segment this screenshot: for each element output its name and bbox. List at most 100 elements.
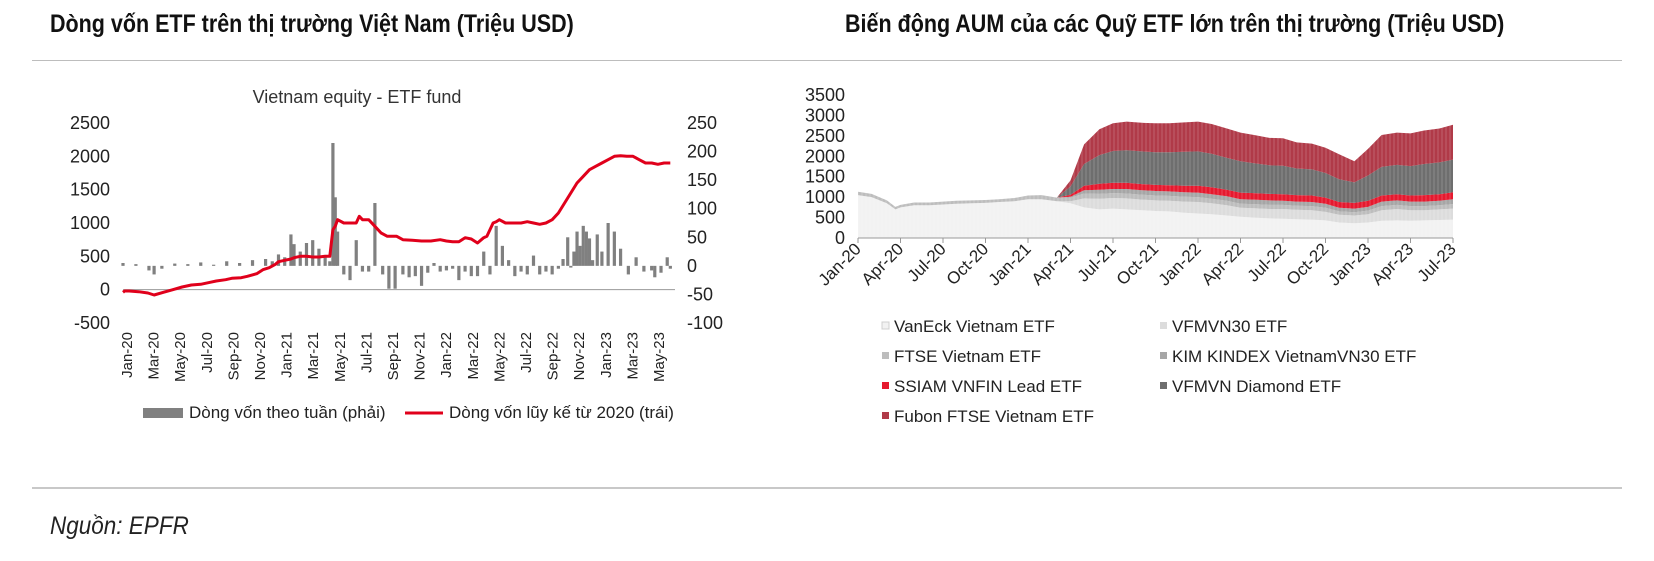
y-axis-tick: 3000 <box>805 105 845 125</box>
weekly-flow-bar <box>584 231 588 266</box>
legend-swatch <box>1160 322 1167 329</box>
legend-label-cumulative: Dòng vốn lũy kế từ 2020 (trái) <box>449 403 674 422</box>
weekly-flow-bar <box>653 265 657 278</box>
x-axis-tick: May-20 <box>172 332 189 382</box>
weekly-flow-bar <box>173 263 177 266</box>
legend-label: KIM KINDEX VietnamVN30 ETF <box>1172 347 1416 366</box>
y-axis-tick: 3500 <box>805 85 845 105</box>
weekly-flow-bar <box>348 265 352 281</box>
legend-label-weekly: Dòng vốn theo tuần (phải) <box>189 403 386 422</box>
legend-label: VFMVN Diamond ETF <box>1172 377 1341 396</box>
legend-swatch <box>1160 382 1167 389</box>
x-axis-tick: May-22 <box>491 332 508 382</box>
weekly-flow-bar <box>642 265 646 272</box>
weekly-flow-bar <box>595 234 599 266</box>
right-chart-heading: Biến động AUM của các Quỹ ETF lớn trên t… <box>845 10 1505 38</box>
x-axis-tick: Jul-22 <box>518 332 535 373</box>
weekly-flow-bar <box>335 231 340 266</box>
x-axis-tick: Oct-22 <box>1283 239 1333 289</box>
x-axis-tick: Jul-21 <box>1074 239 1120 285</box>
legend-swatch-weekly <box>143 408 183 418</box>
weekly-flow-bar <box>381 265 385 275</box>
right-axis-tick: -50 <box>687 284 713 304</box>
x-axis-tick: May-23 <box>651 332 668 382</box>
legend-swatch <box>882 352 889 359</box>
x-axis-tick: Jan-23 <box>598 332 615 378</box>
x-axis-tick: Jan-23 <box>1325 239 1375 289</box>
x-axis-tick: Sep-20 <box>225 332 242 380</box>
source-note: Nguồn: EPFR <box>50 512 189 540</box>
weekly-flow-bar <box>444 265 449 271</box>
x-axis-tick: Sep-21 <box>385 332 402 380</box>
x-axis-tick: Mar-22 <box>465 332 482 380</box>
weekly-flow-bar <box>393 265 397 289</box>
weekly-flow-bar <box>419 265 424 286</box>
weekly-flow-bar <box>152 265 156 275</box>
x-axis-tick: Mar-21 <box>305 332 322 380</box>
weekly-flow-bar <box>457 265 461 281</box>
x-axis-tick: Mar-23 <box>624 332 641 380</box>
left-axis-tick: 2500 <box>70 113 110 133</box>
weekly-flow-bar <box>538 265 542 275</box>
weekly-flow-bar <box>634 257 638 266</box>
weekly-flow-bar <box>519 265 523 272</box>
weekly-flow-bar <box>199 262 203 266</box>
aum-area-7 <box>858 121 1453 207</box>
weekly-flow-bar <box>212 264 216 266</box>
legend-swatch <box>881 321 890 330</box>
legend-label: Fubon FTSE Vietnam ETF <box>894 407 1094 426</box>
y-axis-tick: 500 <box>815 208 845 228</box>
etf-flow-chart: Vietnam equity - ETF fund250020001500100… <box>70 87 723 422</box>
weekly-flow-bar <box>556 265 560 269</box>
left-axis-tick: 500 <box>80 246 110 266</box>
legend-label: VanEck Vietnam ETF <box>894 317 1055 336</box>
weekly-flow-bar <box>331 143 335 266</box>
weekly-flow-bar <box>463 265 467 272</box>
weekly-flow-bar <box>298 251 302 266</box>
aum-area-5 <box>858 182 1453 209</box>
weekly-flow-bar <box>531 255 536 266</box>
left-axis-tick: 2000 <box>70 146 110 166</box>
chart-title: Vietnam equity - ETF fund <box>253 87 462 107</box>
x-axis-tick: Nov-21 <box>412 332 429 380</box>
weekly-flow-bar <box>650 265 654 271</box>
weekly-flow-bar <box>407 265 411 278</box>
aum-area-4 <box>858 189 1453 213</box>
weekly-flow-bar <box>160 265 164 269</box>
right-axis-tick: 50 <box>687 227 707 247</box>
weekly-flow-bar <box>432 263 436 266</box>
weekly-flow-bar <box>276 254 281 266</box>
weekly-flow-bar <box>426 265 430 273</box>
left-chart-heading: Dòng vốn ETF trên thị trường Việt Nam (T… <box>50 10 574 38</box>
left-axis-tick: 0 <box>100 280 110 300</box>
weekly-flow-bar <box>333 197 337 266</box>
weekly-flow-bar <box>668 265 672 269</box>
x-axis-tick: May-21 <box>332 332 349 382</box>
weekly-flow-bar <box>387 265 391 289</box>
top-divider <box>32 60 1622 61</box>
legend-label: SSIAM VNFIN Lead ETF <box>894 377 1082 396</box>
x-axis-tick: Jul-23 <box>1414 239 1460 285</box>
weekly-flow-bar <box>618 248 623 266</box>
weekly-flow-bar <box>488 265 492 275</box>
bottom-divider <box>32 487 1622 489</box>
x-axis-tick: Jul-20 <box>199 332 216 373</box>
left-axis-tick: 1000 <box>70 213 110 233</box>
weekly-flow-bar <box>475 265 480 277</box>
weekly-flow-bar <box>438 265 442 272</box>
weekly-flow-bar <box>606 223 610 266</box>
aum-area-3 <box>858 191 1453 216</box>
x-axis-tick: Jan-20 <box>119 332 136 378</box>
x-axis-tick: Oct-21 <box>1113 239 1163 289</box>
weekly-flow-bar <box>482 251 486 266</box>
right-axis-tick: 100 <box>687 199 717 219</box>
weekly-flow-bar <box>186 264 190 266</box>
etf-aum-chart: 3500300025002000150010005000Jan-20Apr-20… <box>805 85 1460 426</box>
weekly-flow-bar <box>581 225 585 266</box>
y-axis-tick: 1500 <box>805 167 845 187</box>
x-axis-tick: Jan-22 <box>438 332 455 378</box>
x-axis-tick: Jul-20 <box>904 239 950 285</box>
weekly-flow-bar <box>323 257 327 266</box>
x-axis-tick: Apr-22 <box>1198 239 1248 289</box>
weekly-flow-bar <box>572 251 576 266</box>
